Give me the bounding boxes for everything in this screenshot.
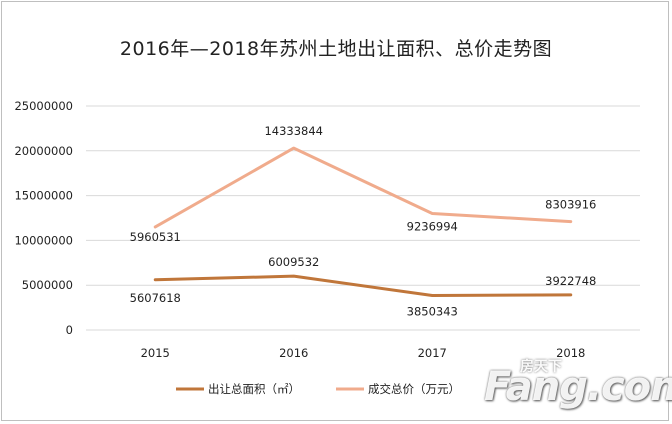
y-tick-label: 20000000 [14,144,73,158]
y-tick-label: 25000000 [14,99,73,113]
chart-title: 2016年—2018年苏州土地出让面积、总价走势图 [119,38,553,60]
y-tick-label: 10000000 [14,233,73,247]
data-label: 14333844 [264,124,323,138]
x-tick-label: 2016 [279,346,308,360]
x-tick-label: 2018 [556,346,585,360]
legend-label-2: 成交总价（万元） [368,382,460,396]
data-label: 6009532 [268,255,319,269]
data-label: 3922748 [545,274,596,288]
x-tick-label: 2015 [141,346,170,360]
data-label: 5607618 [130,291,181,305]
x-tick-label: 2017 [418,346,447,360]
y-tick-label: 0 [66,323,73,337]
y-tick-label: 15000000 [14,189,73,203]
y-tick-label: 5000000 [22,278,73,292]
data-label: 9236994 [407,220,458,234]
series-line-2 [153,146,573,229]
data-label: 8303916 [545,198,596,212]
legend-label-1: 出让总面积（㎡） [208,382,300,396]
data-label: 3850343 [407,305,458,319]
data-label: 5960531 [130,230,181,244]
watermark-sub: 房天下 [520,359,562,375]
series-line-1 [153,274,573,298]
watermark-logo: Fang.com [484,364,672,410]
